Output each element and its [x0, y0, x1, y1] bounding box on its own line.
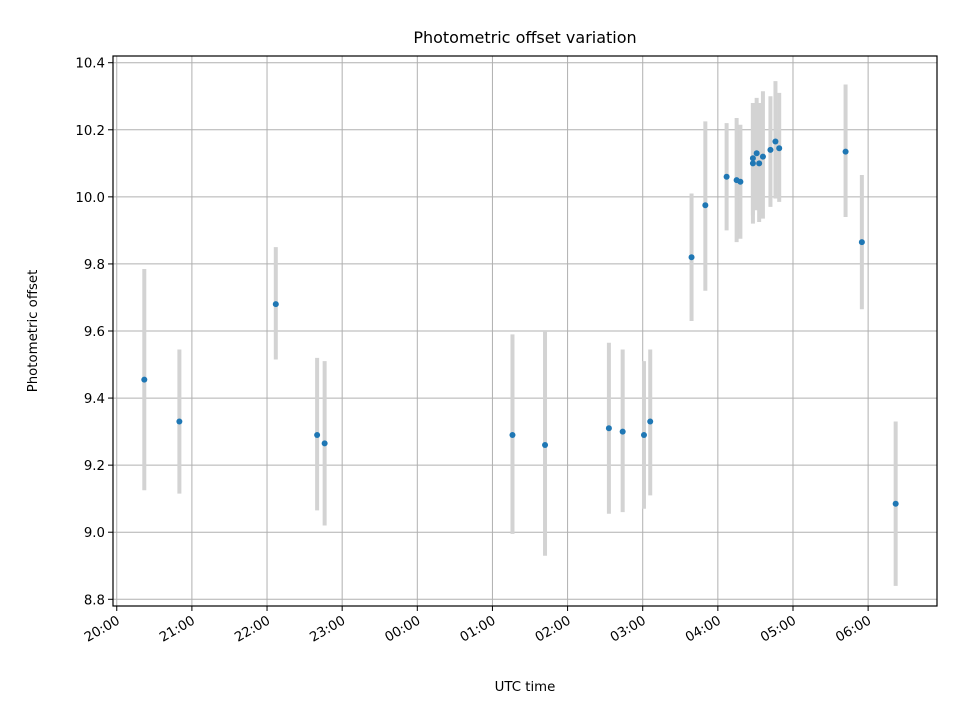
y-tick-label: 9.0	[84, 526, 105, 541]
data-point	[176, 418, 183, 425]
data-point	[723, 173, 730, 180]
data-point	[892, 500, 899, 507]
y-tick-label: 9.6	[84, 325, 105, 340]
y-axis: 8.8 9.0 9.2 9.4 9.6 9.8 10.0 10.2 10.4	[75, 57, 113, 608]
y-axis-label: Photometric offset	[26, 270, 41, 393]
y-tick-label: 9.2	[84, 459, 105, 474]
y-tick-label: 9.4	[84, 392, 105, 407]
data-point	[749, 160, 756, 167]
data-point	[272, 301, 279, 308]
data-point	[858, 239, 865, 246]
data-point	[772, 138, 779, 145]
data-point	[749, 155, 756, 162]
data-point	[321, 440, 328, 447]
data-point	[767, 146, 774, 153]
y-tick-label: 10.2	[75, 124, 105, 139]
data-point	[605, 425, 612, 432]
y-tick-label: 9.8	[84, 258, 105, 273]
data-point	[688, 254, 695, 261]
data-point	[141, 376, 148, 383]
data-point	[640, 431, 647, 438]
data-point	[842, 148, 849, 155]
data-point	[759, 153, 766, 160]
y-tick-label: 8.8	[84, 593, 105, 608]
y-tick-label: 10.0	[75, 191, 105, 206]
data-point	[753, 150, 760, 157]
data-point	[737, 178, 744, 185]
chart-title: Photometric offset variation	[413, 28, 636, 47]
x-axis-label: UTC time	[495, 680, 556, 695]
data-point	[542, 442, 549, 449]
data-point	[702, 202, 709, 209]
data-point	[776, 145, 783, 152]
data-point	[619, 428, 626, 435]
data-point	[756, 160, 763, 167]
data-point	[509, 431, 516, 438]
data-point	[314, 431, 321, 438]
data-point	[647, 418, 654, 425]
grid	[113, 56, 937, 606]
y-tick-label: 10.4	[75, 57, 105, 72]
data-points	[141, 138, 899, 507]
